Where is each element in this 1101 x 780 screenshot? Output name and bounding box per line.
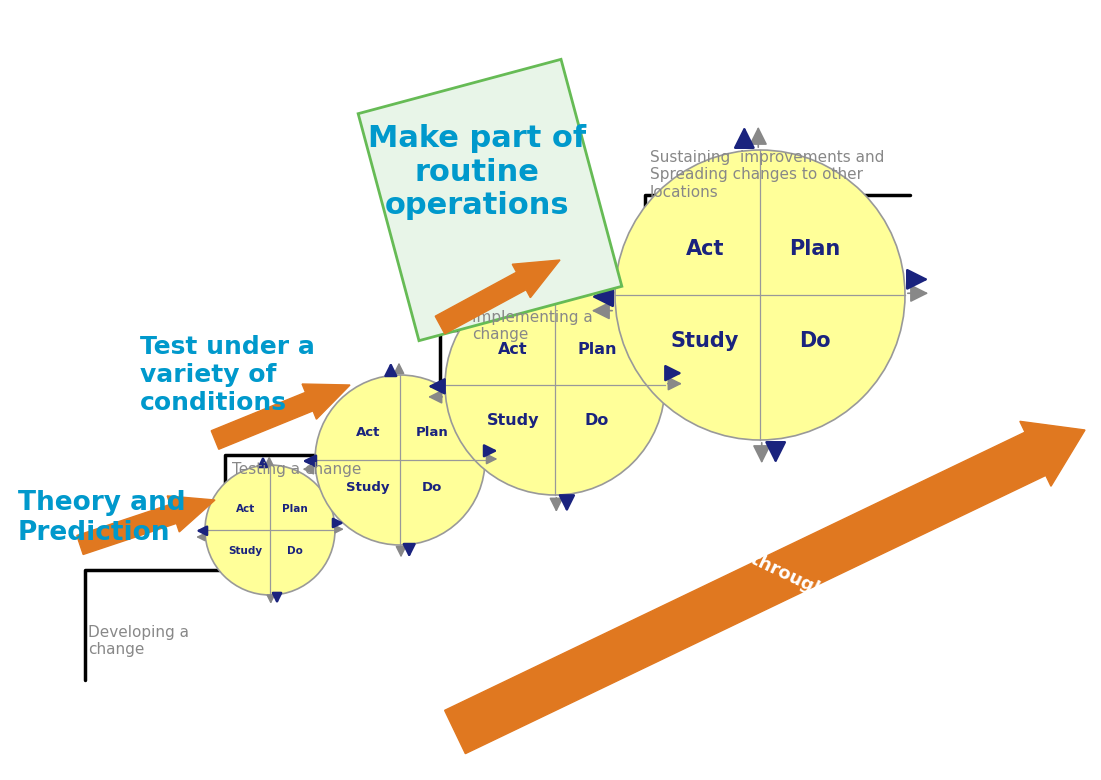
FancyArrow shape xyxy=(435,260,560,334)
Text: Testing a change: Testing a change xyxy=(232,462,361,477)
Text: Developing a
change: Developing a change xyxy=(88,625,189,658)
Text: Test under a
variety of
conditions: Test under a variety of conditions xyxy=(140,335,315,415)
Text: Theory and
Prediction: Theory and Prediction xyxy=(18,490,186,546)
Text: Do: Do xyxy=(422,480,443,494)
Circle shape xyxy=(315,375,486,545)
Text: Act: Act xyxy=(236,504,255,514)
Circle shape xyxy=(615,150,905,440)
Text: Study: Study xyxy=(346,480,390,494)
Text: Implementing a
change: Implementing a change xyxy=(472,310,592,342)
Text: Study: Study xyxy=(671,332,739,352)
Text: Act: Act xyxy=(356,427,380,439)
Text: Sustaining  improvements and
Spreading changes to other
locations: Sustaining improvements and Spreading ch… xyxy=(650,150,884,200)
Text: Act: Act xyxy=(499,342,528,357)
Bar xyxy=(358,59,622,341)
Text: Plan: Plan xyxy=(416,427,449,439)
Text: Make part of
routine
operations: Make part of routine operations xyxy=(369,124,587,221)
Text: Plan: Plan xyxy=(577,342,617,357)
Text: Act: Act xyxy=(686,239,724,259)
Text: Do: Do xyxy=(286,546,303,556)
Text: Do: Do xyxy=(799,332,831,352)
Circle shape xyxy=(205,465,335,595)
Text: Study: Study xyxy=(487,413,539,427)
Text: Plan: Plan xyxy=(789,239,841,259)
Text: Do: Do xyxy=(585,413,609,427)
Text: Study: Study xyxy=(228,546,262,556)
Text: Data are used throughout the sequence: Data are used throughout the sequence xyxy=(613,485,986,676)
Text: Plan: Plan xyxy=(282,504,307,514)
FancyArrow shape xyxy=(211,384,350,449)
Circle shape xyxy=(445,275,665,495)
FancyArrow shape xyxy=(77,496,215,555)
FancyArrow shape xyxy=(445,421,1084,753)
